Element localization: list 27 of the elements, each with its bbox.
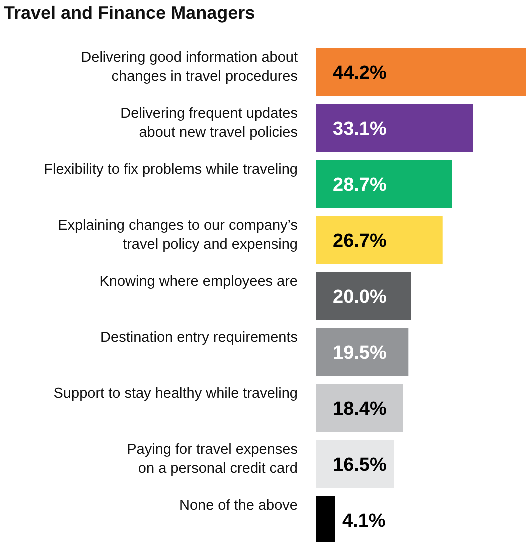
data-label: 33.1% bbox=[333, 119, 387, 140]
y-tick-label: Paying for travel expenses on a personal credit card bbox=[127, 442, 298, 477]
y-tick-label: Explaining changes to our company’s travel policy and expensing bbox=[58, 218, 298, 253]
data-label: 44.2% bbox=[333, 63, 387, 84]
text: Travel and Finance Managers bbox=[4, 3, 256, 23]
bar bbox=[316, 48, 526, 96]
y-tick-label: Delivering good information about changes in travel procedures bbox=[81, 50, 298, 85]
data-label: 28.7% bbox=[333, 175, 387, 196]
bar bbox=[316, 328, 409, 376]
bar bbox=[316, 272, 412, 320]
bar bbox=[316, 440, 394, 488]
bar bbox=[316, 384, 404, 432]
y-tick-label: Knowing where employees are bbox=[100, 274, 298, 290]
bar bbox=[316, 160, 452, 208]
data-label: 16.5% bbox=[333, 455, 387, 476]
data-label: 18.4% bbox=[333, 399, 387, 420]
y-tick-label: Destination entry requirements bbox=[100, 330, 298, 346]
bar bbox=[316, 104, 474, 152]
bar bbox=[316, 216, 443, 264]
y-tick-label: None of the above bbox=[179, 498, 298, 514]
data-label: 26.7% bbox=[333, 231, 387, 252]
data-label: 19.5% bbox=[333, 343, 387, 364]
y-tick-label: Flexibility to fix problems while traveling bbox=[44, 162, 298, 178]
data-label: 4.1% bbox=[342, 511, 386, 532]
y-tick-label: Support to stay healthy while traveling bbox=[54, 386, 298, 402]
y-tick-label: Delivering frequent updates about new travel policies bbox=[120, 106, 298, 141]
data-label: 20.0% bbox=[333, 287, 387, 308]
